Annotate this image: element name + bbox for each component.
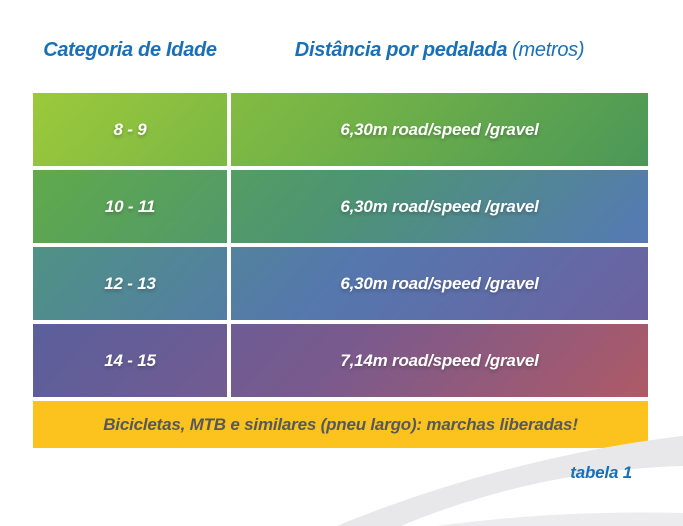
header-distance-main: Distância por pedalada: [294, 39, 508, 61]
age-category-cell: 14 - 15: [104, 350, 156, 370]
age-distance-table: 8 - 9 6,30m road/speed /gravel 10 - 11 6…: [33, 93, 648, 448]
footer-note: Bicicletas, MTB e similares (pneu largo)…: [33, 401, 648, 448]
column-divider: [227, 170, 231, 243]
distance-cell: 7,14m road/speed /gravel: [340, 350, 539, 370]
header-age-category: Categoria de Idade: [43, 39, 217, 61]
age-category-cell: 10 - 11: [104, 196, 156, 216]
table-row: 12 - 13 6,30m road/speed /gravel: [33, 247, 648, 320]
column-divider: [227, 247, 231, 320]
column-divider: [227, 324, 231, 397]
table-row: 14 - 15 7,14m road/speed /gravel: [33, 324, 648, 397]
table-row: 8 - 9 6,30m road/speed /gravel: [33, 93, 648, 166]
table-header: Categoria de Idade Distância por pedalad…: [33, 38, 648, 62]
header-distance-per-pedal: Distância por pedalada (metros): [231, 38, 648, 62]
distance-cell: 6,30m road/speed /gravel: [340, 273, 539, 293]
distance-cell: 6,30m road/speed /gravel: [340, 196, 539, 216]
header-distance-unit: (metros): [512, 39, 585, 61]
age-category-cell: 8 - 9: [113, 119, 147, 139]
distance-cell: 6,30m road/speed /gravel: [340, 119, 539, 139]
column-divider: [227, 93, 231, 166]
table-row: 10 - 11 6,30m road/speed /gravel: [33, 170, 648, 243]
table-caption: tabela 1: [570, 463, 632, 482]
age-category-cell: 12 - 13: [104, 273, 156, 293]
